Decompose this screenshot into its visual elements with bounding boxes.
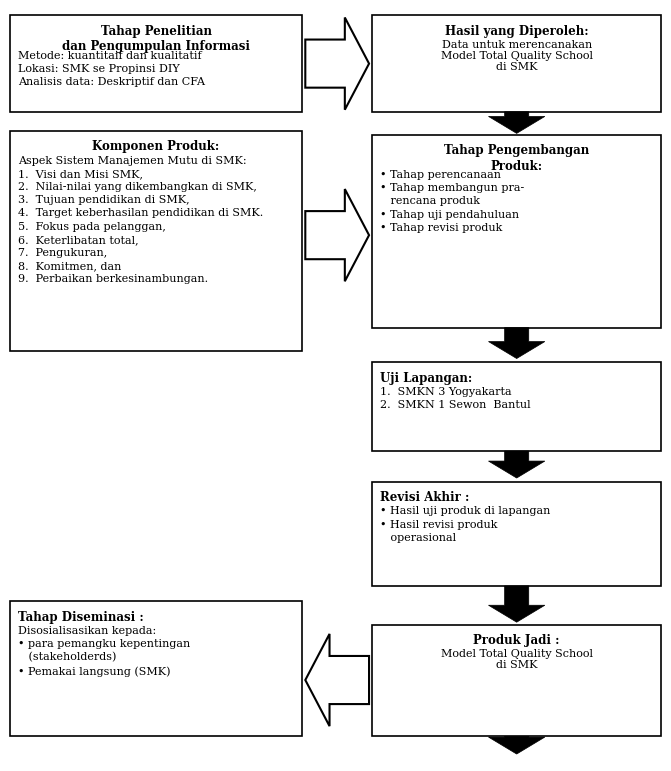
Text: Tahap Pengembangan
Produk:: Tahap Pengembangan Produk:: [444, 144, 589, 173]
Text: Metode: kuantitaif dan kualitatif
Lokasi: SMK se Propinsi DIY
Analisis data: Des: Metode: kuantitaif dan kualitatif Lokasi…: [18, 51, 205, 87]
Text: Model Total Quality School: Model Total Quality School: [441, 649, 592, 659]
Polygon shape: [488, 112, 545, 133]
Text: • Hasil uji produk di lapangan
• Hasil revisi produk
   operasional: • Hasil uji produk di lapangan • Hasil r…: [380, 507, 551, 543]
FancyBboxPatch shape: [372, 15, 661, 112]
Text: di SMK: di SMK: [496, 660, 537, 670]
Polygon shape: [488, 736, 545, 754]
FancyBboxPatch shape: [372, 362, 661, 451]
Polygon shape: [488, 328, 545, 359]
FancyBboxPatch shape: [372, 625, 661, 736]
Polygon shape: [305, 634, 369, 726]
FancyBboxPatch shape: [10, 15, 302, 112]
Text: Disosialisasikan kepada:
• para pemangku kepentingan
   (stakeholderds)
• Pemaka: Disosialisasikan kepada: • para pemangku…: [18, 626, 191, 677]
FancyBboxPatch shape: [10, 601, 302, 736]
Text: Produk Jadi :: Produk Jadi :: [474, 634, 560, 647]
Text: Model Total Quality School: Model Total Quality School: [441, 51, 592, 61]
FancyBboxPatch shape: [372, 135, 661, 328]
Text: • Tahap perencanaan
• Tahap membangun pra-
   rencana produk
• Tahap uji pendahu: • Tahap perencanaan • Tahap membangun pr…: [380, 170, 525, 233]
Polygon shape: [305, 18, 369, 109]
FancyBboxPatch shape: [10, 131, 302, 351]
Text: di SMK: di SMK: [496, 62, 537, 72]
Text: Komponen Produk:: Komponen Produk:: [93, 140, 219, 153]
Text: Data untuk merencanakan: Data untuk merencanakan: [442, 40, 592, 50]
Polygon shape: [488, 451, 545, 478]
Text: Aspek Sistem Manajemen Mutu di SMK:
1.  Visi dan Misi SMK,
2.  Nilai-nilai yang : Aspek Sistem Manajemen Mutu di SMK: 1. V…: [18, 156, 263, 284]
Text: Tahap Penelitian
dan Pengumpulan Informasi: Tahap Penelitian dan Pengumpulan Informa…: [62, 25, 250, 53]
Text: 1.  SMKN 3 Yogyakarta
2.  SMKN 1 Sewon  Bantul: 1. SMKN 3 Yogyakarta 2. SMKN 1 Sewon Ban…: [380, 387, 531, 410]
Text: Hasil yang Diperoleh:: Hasil yang Diperoleh:: [445, 25, 588, 38]
Polygon shape: [305, 189, 369, 281]
Text: Tahap Diseminasi :: Tahap Diseminasi :: [18, 611, 144, 624]
FancyBboxPatch shape: [372, 482, 661, 586]
Polygon shape: [488, 586, 545, 622]
Text: Revisi Akhir :: Revisi Akhir :: [380, 491, 470, 504]
Text: Uji Lapangan:: Uji Lapangan:: [380, 372, 472, 385]
